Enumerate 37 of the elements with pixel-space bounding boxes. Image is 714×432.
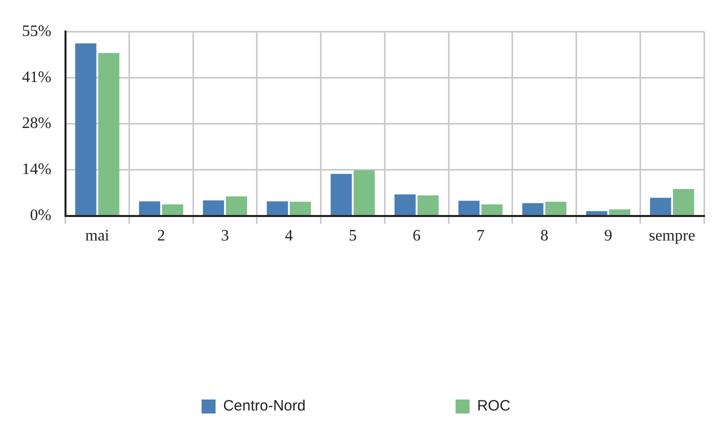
x-tick-label: 8 [540, 228, 548, 245]
bar [650, 198, 672, 216]
y-tick-label: 55% [22, 22, 52, 40]
legend-label: ROC [477, 398, 511, 415]
y-tick-label: 14% [22, 160, 52, 178]
bar [226, 196, 248, 216]
bar [522, 203, 544, 216]
bar [609, 209, 630, 216]
x-tick-label: 3 [220, 228, 229, 245]
bar [266, 201, 288, 216]
bar [418, 195, 439, 216]
y-tick-label: 28% [22, 114, 52, 132]
bar [162, 204, 184, 216]
bar [139, 201, 160, 216]
x-tick-label: 6 [412, 228, 421, 245]
bar [458, 200, 480, 216]
bar [481, 204, 503, 216]
x-tick-label: mai [85, 228, 110, 245]
bar [75, 43, 96, 216]
y-tick-label: 0% [30, 207, 52, 224]
bar [672, 189, 694, 216]
x-tick-label: 5 [348, 228, 357, 245]
bar [586, 211, 608, 216]
bar [354, 170, 375, 216]
bar [202, 200, 224, 216]
x-tick-label: 9 [604, 228, 612, 245]
x-tick-label: sempre [648, 228, 696, 245]
x-tick-label: 2 [157, 228, 166, 245]
y-tick-label: 41% [22, 68, 52, 86]
x-tick-label: 4 [284, 228, 293, 245]
bar [545, 202, 566, 216]
legend-label: Centro-Nord [223, 398, 306, 415]
bar [330, 174, 352, 216]
bar [98, 53, 120, 216]
x-tick-label: 7 [476, 228, 484, 245]
bar [290, 202, 311, 216]
bar [394, 194, 416, 216]
